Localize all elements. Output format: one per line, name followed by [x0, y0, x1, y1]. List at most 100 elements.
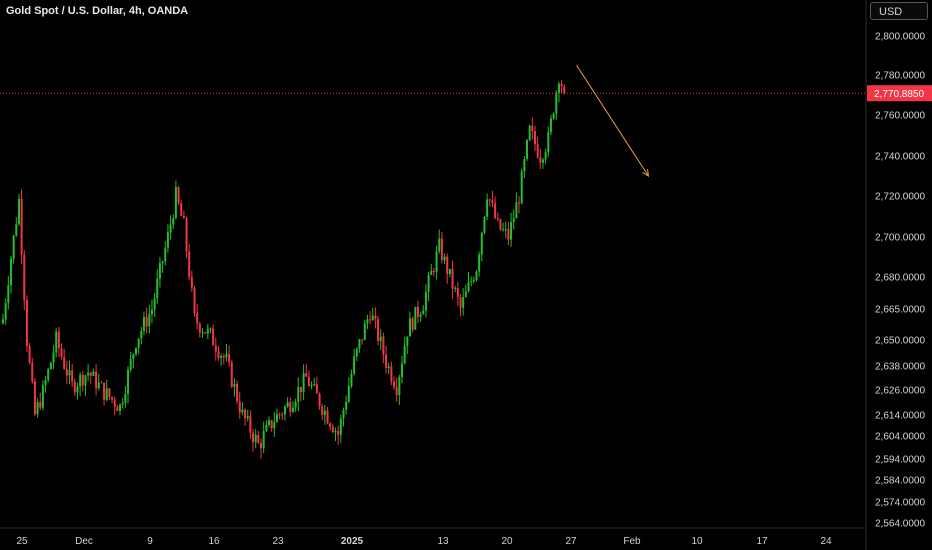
candle-body	[265, 424, 268, 432]
candle-body	[4, 303, 7, 320]
candle-body	[470, 281, 473, 283]
candle-body	[294, 401, 297, 408]
candle-body	[63, 356, 66, 369]
candle-body	[283, 406, 286, 415]
candle-body	[518, 202, 521, 204]
candle-body	[150, 309, 153, 315]
currency-selector[interactable]: USD	[870, 2, 928, 20]
candle-body	[515, 202, 518, 219]
candle-body	[480, 232, 483, 255]
candle-body	[486, 199, 489, 217]
candle-body	[71, 370, 74, 382]
candle-body	[23, 254, 26, 300]
candle-body	[494, 203, 497, 219]
candle-body	[260, 442, 263, 449]
candle-body	[73, 381, 76, 393]
candle-body	[164, 247, 167, 262]
candle-body	[520, 171, 523, 204]
candle-body	[206, 328, 209, 334]
candle-body	[472, 280, 475, 282]
y-tick-label: 2,564.0000	[875, 519, 925, 530]
candle-body	[432, 271, 435, 273]
candle-body	[132, 354, 135, 359]
candle-body	[499, 219, 502, 230]
candle-body	[97, 382, 100, 389]
candle-body	[488, 199, 491, 201]
candle-body	[65, 368, 68, 376]
candle-body	[49, 362, 52, 370]
candle-body	[512, 218, 515, 223]
candle-body	[315, 383, 318, 394]
candle-body	[438, 238, 441, 252]
candle-body	[60, 348, 63, 357]
candle-body	[12, 235, 15, 259]
candle-body	[17, 198, 20, 225]
candle-body	[95, 371, 98, 389]
candle-body	[268, 420, 270, 425]
x-tick-label: 2025	[341, 536, 364, 547]
candle-body	[321, 406, 324, 415]
candle-body	[563, 86, 566, 94]
candle-body	[440, 238, 443, 261]
candle-body	[462, 297, 465, 308]
candle-body	[459, 297, 462, 308]
candle-body	[387, 366, 390, 368]
candle-body	[103, 382, 106, 400]
candle-body	[408, 318, 411, 337]
candle-body	[552, 113, 555, 119]
candle-body	[142, 316, 145, 331]
y-tick-label: 2,614.0000	[875, 411, 925, 422]
candle-body	[236, 383, 239, 402]
candle-body	[342, 410, 345, 419]
x-tick-label: 24	[820, 536, 832, 547]
candle-body	[140, 330, 143, 339]
candle-body	[419, 314, 422, 317]
trend-arrow-line[interactable]	[576, 64, 649, 177]
candle-body	[358, 339, 361, 349]
candle-body	[331, 426, 334, 433]
candle-body	[212, 328, 215, 346]
candle-body	[374, 315, 377, 319]
candle-body	[299, 386, 302, 393]
candle-body	[100, 382, 103, 384]
candle-body	[52, 352, 55, 363]
candle-body	[7, 285, 10, 304]
candle-body	[196, 313, 199, 324]
candle-body	[337, 431, 340, 435]
candle-body	[9, 258, 12, 286]
candle-body	[393, 381, 396, 388]
candle-body	[281, 414, 284, 416]
candle-body	[225, 354, 228, 358]
candle-body	[28, 346, 31, 363]
candle-body	[478, 254, 481, 272]
candle-body	[414, 306, 417, 330]
candle-body	[121, 402, 124, 405]
candle-body	[353, 356, 356, 374]
candle-body	[252, 432, 255, 443]
candle-body	[464, 291, 467, 298]
candle-body	[467, 282, 470, 292]
candle-body	[361, 339, 364, 341]
candle-body	[220, 356, 223, 358]
trend-arrow-head[interactable]	[642, 168, 650, 177]
candle-body	[507, 229, 510, 240]
candle-body	[547, 132, 550, 153]
candle-body	[241, 409, 244, 413]
candle-body	[238, 401, 241, 413]
candle-body	[560, 83, 563, 87]
candle-body	[89, 372, 92, 376]
candle-body	[531, 125, 534, 132]
y-tick-label: 2,594.0000	[875, 455, 925, 466]
candle-body	[491, 200, 494, 204]
candle-body	[87, 372, 90, 376]
x-tick-label: Feb	[623, 536, 641, 547]
y-tick-label: 2,665.0000	[875, 305, 925, 316]
candle-body	[244, 409, 247, 419]
candle-body	[198, 323, 201, 333]
candle-body	[544, 152, 547, 160]
y-tick-label: 2,740.0000	[875, 152, 925, 163]
candle-body	[435, 251, 438, 272]
candle-body	[483, 216, 486, 233]
